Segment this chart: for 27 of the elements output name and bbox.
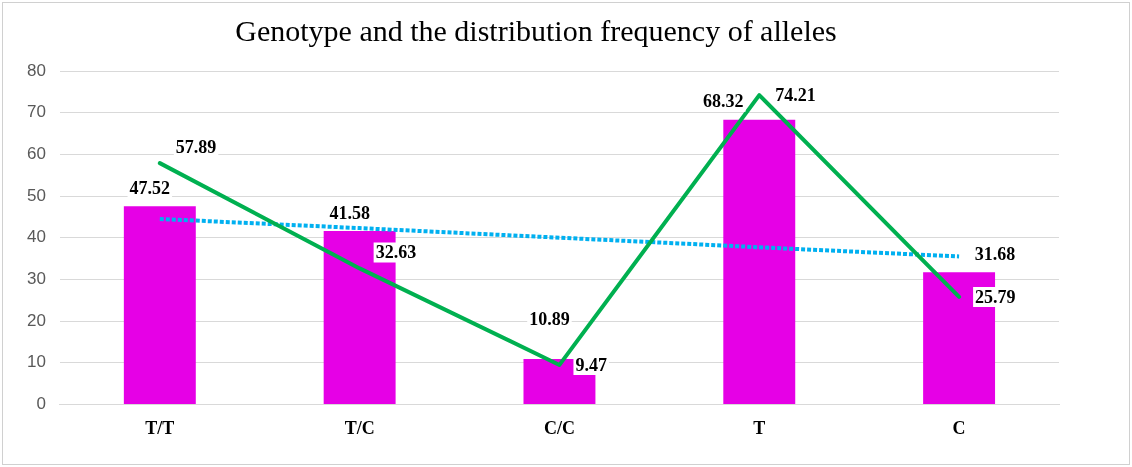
data-label: 31.68 [974,244,1016,265]
y-tick-label: 50 [26,185,46,205]
data-label: 74.21 [775,84,816,105]
y-tick-label: 60 [26,144,46,164]
x-tick-label: T/C [344,417,375,438]
x-tick-label: C/C [543,417,575,438]
y-tick-label: 40 [26,227,46,247]
data-label: 9.47 [575,354,607,375]
chart-title: Genotype and the distribution frequency of alleles [235,13,837,47]
y-tick-label: 20 [26,310,46,330]
data-label: 10.89 [529,308,570,329]
data-label: 68.32 [703,91,744,112]
data-label: 41.58 [329,202,370,223]
data-label: 57.89 [175,136,217,157]
x-tick-label: T [753,417,766,438]
data-label: 25.79 [975,286,1016,307]
y-tick-label: 0 [36,394,46,414]
y-tick-label: 10 [26,352,46,372]
data-label: 47.52 [129,178,171,199]
bar [123,206,196,404]
data-label: 32.63 [375,242,417,263]
x-tick-label: T/T [145,417,175,438]
y-tick-label: 80 [26,60,46,80]
x-tick-label: C [952,417,966,438]
bar [723,119,796,404]
y-tick-label: 70 [26,102,46,122]
y-tick-label: 30 [26,269,46,289]
